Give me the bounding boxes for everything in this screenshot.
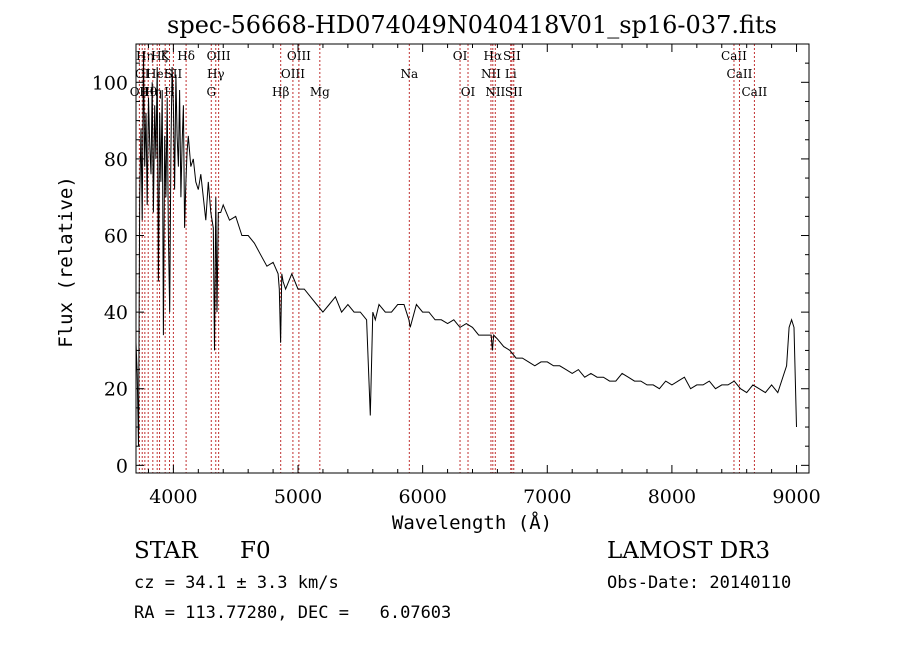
line-marker-label: G — [206, 85, 216, 99]
line-marker-label: OI — [461, 85, 476, 99]
line-marker-label: NII — [485, 85, 505, 99]
x-tick-label: 5000 — [274, 486, 322, 508]
obs-date-text: Obs-Date: 20140110 — [607, 573, 792, 593]
line-marker-label: OIII — [281, 67, 305, 81]
plot-frame — [135, 43, 810, 474]
line-marker-label: CaII — [727, 67, 753, 81]
line-marker-label: Hζ — [151, 49, 168, 63]
chart-title: spec-56668-HD074049N040418V01_sp16-037.f… — [167, 11, 777, 39]
line-marker-label: K — [161, 49, 171, 63]
spectral-subclass: F0 — [240, 538, 271, 564]
line-markers: OIIOIHηHθHηHeIHζKHSIIHδGHγOIIIHβOIIIOIII… — [130, 44, 768, 473]
spectrum-line — [135, 51, 797, 447]
y-axis: 0 20 40 60 80 100 — [92, 62, 809, 477]
line-marker-label: Hη — [136, 49, 154, 63]
x-tick-label: 7000 — [523, 486, 571, 508]
line-marker-label: CaII — [721, 49, 747, 63]
line-marker-label: OIII — [287, 49, 311, 63]
x-axis-label: Wavelength (Å) — [392, 511, 552, 534]
line-marker-label: SII — [503, 49, 521, 63]
x-tick-label: 8000 — [648, 486, 696, 508]
y-tick-label: 80 — [104, 149, 128, 171]
object-class: STAR — [134, 538, 198, 564]
line-marker-label: Hβ — [272, 85, 289, 99]
line-marker-label: NII — [481, 67, 501, 81]
line-marker-label: OI — [453, 49, 468, 63]
line-marker-label: OIII — [207, 49, 231, 63]
y-tick-label: 0 — [116, 455, 128, 477]
line-marker-label: Hγ — [207, 67, 225, 81]
line-marker-label: OI — [135, 67, 150, 81]
line-marker-label: Na — [400, 67, 418, 81]
redshift-text: cz = 34.1 ± 3.3 km/s — [134, 573, 339, 593]
survey-name: LAMOST DR3 — [607, 538, 771, 564]
x-tick-label: 4000 — [149, 486, 197, 508]
line-marker-label: H — [164, 85, 174, 99]
line-marker-label: CaII — [741, 85, 767, 99]
y-tick-label: 20 — [104, 379, 128, 401]
y-axis-label: Flux (relative) — [55, 176, 77, 348]
y-tick-label: 100 — [92, 72, 128, 94]
line-marker-label: SII — [505, 85, 523, 99]
line-marker-label: Hα — [484, 49, 503, 63]
y-tick-label: 60 — [104, 226, 128, 248]
line-marker-label: Li — [505, 67, 517, 81]
line-marker-label: SII — [165, 67, 183, 81]
coordinates-text: RA = 113.77280, DEC = 6.07603 — [134, 603, 452, 623]
line-marker-label: Mg — [310, 85, 330, 99]
x-tick-label: 9000 — [772, 486, 820, 508]
x-axis: 4000 5000 6000 7000 8000 9000 — [147, 44, 821, 508]
x-tick-label: 6000 — [398, 486, 446, 508]
line-marker-label: Hδ — [177, 49, 195, 63]
y-tick-label: 40 — [104, 302, 128, 324]
